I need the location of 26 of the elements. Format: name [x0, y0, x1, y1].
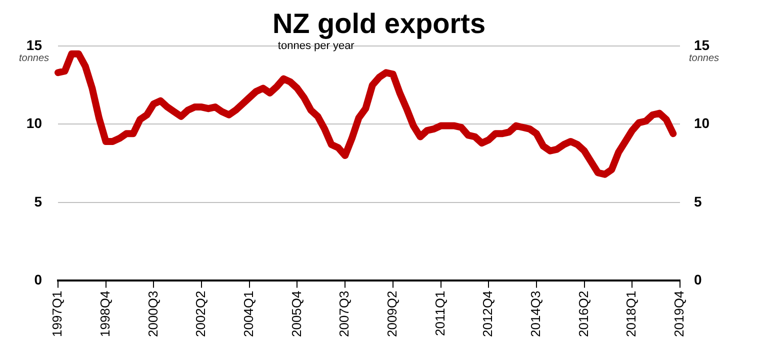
y2-tick-label: 0 — [694, 272, 702, 288]
x-tick-label: 2009Q2 — [384, 290, 400, 338]
x-tick-label: 2007Q3 — [336, 290, 352, 338]
y2-tick-label: 15 — [694, 36, 710, 53]
x-tick-label: 2018Q1 — [624, 290, 639, 338]
chart-title: NZ gold exports — [272, 8, 486, 39]
x-tick-label: 2005Q4 — [288, 290, 304, 338]
y-tick-label: 10 — [26, 115, 42, 132]
x-tick-label: 1998Q4 — [97, 290, 112, 338]
y-tick-label: 15 — [26, 36, 42, 53]
x-tick-label: 2002Q2 — [193, 290, 208, 338]
x-tick-label: 2012Q4 — [480, 290, 496, 338]
y-axis-title: tonnes — [18, 53, 50, 64]
y2-tick-label: 10 — [694, 115, 710, 132]
x-tick-label: 1997Q1 — [50, 290, 65, 338]
x-tick-label: 2000Q3 — [145, 290, 160, 338]
x-tick-label: 2011Q1 — [432, 290, 448, 336]
y-tick-label: 0 — [34, 272, 42, 288]
x-tick-label: 2016Q2 — [576, 290, 591, 338]
x-tick-label: 2004Q1 — [240, 290, 256, 338]
x-tick-label: 2019Q4 — [672, 290, 687, 338]
y2-tick-label: 5 — [694, 193, 702, 210]
x-tick-label: 2014Q3 — [528, 290, 544, 338]
y2-axis-title: tonnes — [688, 53, 720, 64]
y-tick-label: 5 — [34, 193, 42, 210]
chart-subtitle: tonnes per year — [278, 40, 355, 52]
